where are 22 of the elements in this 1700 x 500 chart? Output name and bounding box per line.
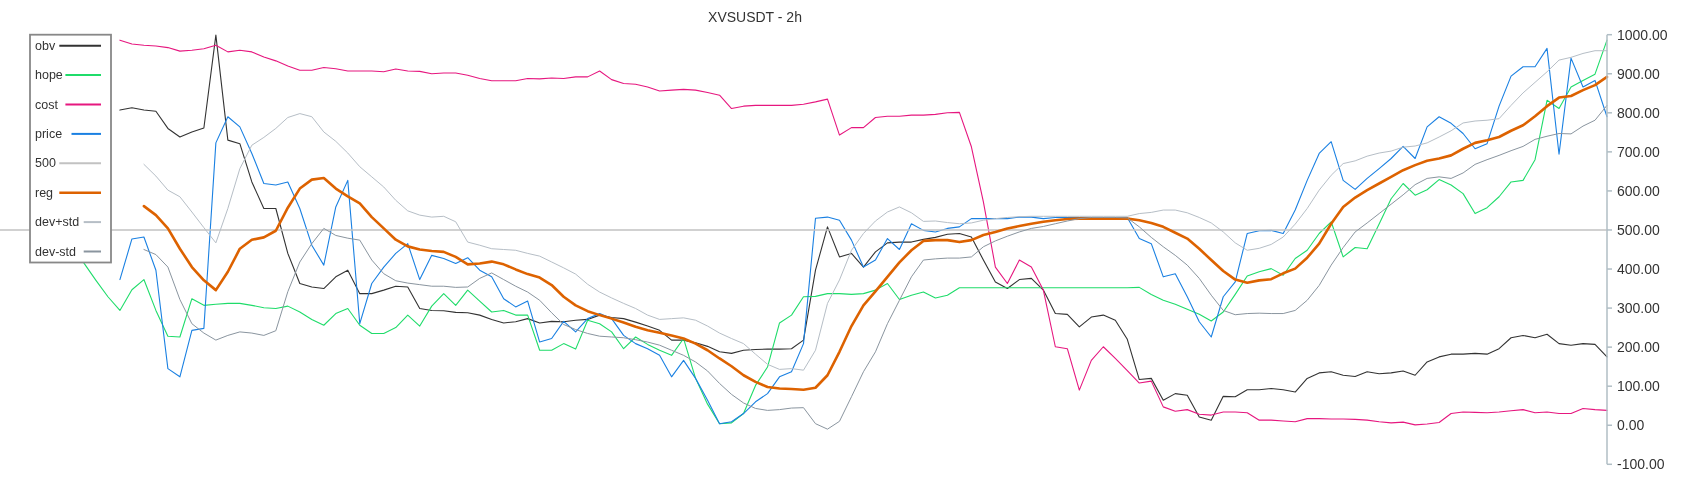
y-tick-label: 800.00 — [1617, 104, 1661, 121]
legend-label: dev-std — [35, 244, 77, 259]
y-tick-label: 100.00 — [1617, 378, 1661, 395]
y-tick-label: 700.00 — [1617, 143, 1661, 160]
legend-label: hope — [35, 68, 63, 83]
legend-label: dev+std — [35, 215, 80, 230]
line-series — [143, 104, 1608, 430]
y-tick-label: 900.00 — [1617, 65, 1661, 82]
y-tick-label: 200.00 — [1617, 339, 1661, 356]
y-tick-label: 600.00 — [1617, 182, 1661, 199]
chart-title: XVSUSDT - 2h — [708, 9, 802, 25]
y-tick-label: 0.00 — [1617, 417, 1645, 434]
legend-label: reg — [35, 185, 54, 200]
y-tick-label: 400.00 — [1617, 261, 1661, 278]
y-tick-label: -100.00 — [1617, 456, 1665, 473]
y-tick-label: 300.00 — [1617, 300, 1661, 317]
legend-label: cost — [35, 97, 59, 112]
legend-label: price — [35, 126, 63, 141]
y-tick-label: 500.00 — [1617, 221, 1661, 238]
legend-label: obv — [35, 38, 56, 53]
y-tick-label: 1000.00 — [1617, 26, 1668, 43]
legend-label: 500 — [35, 156, 56, 171]
